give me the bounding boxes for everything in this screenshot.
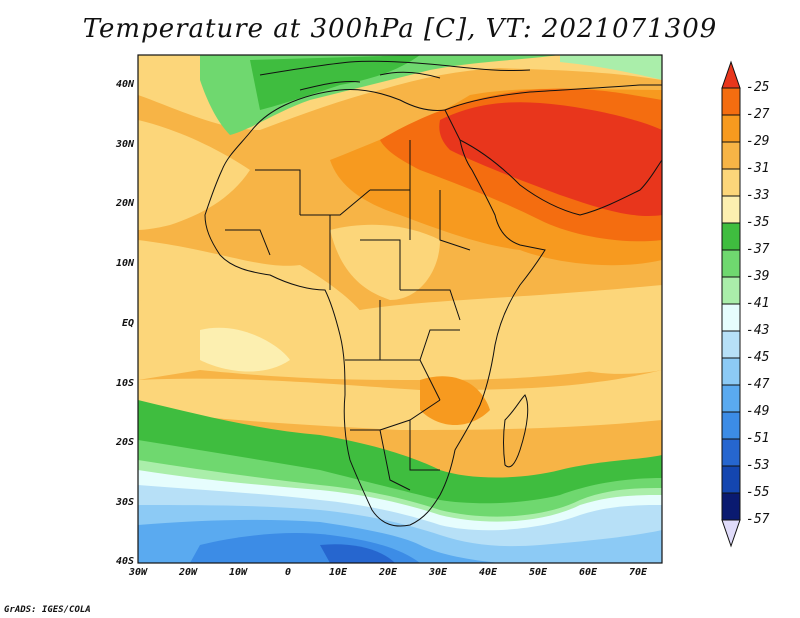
lon-label: 20W — [178, 567, 198, 578]
colorbar-swatch — [721, 114, 741, 143]
map-title: Temperature at 300hPa [C], VT: 202107130… — [82, 14, 718, 44]
colorbar-swatch — [721, 303, 741, 332]
lon-label: 20E — [378, 567, 398, 578]
colorbar-label: -45 — [746, 350, 770, 365]
colorbar-label: -55 — [746, 485, 770, 500]
temperature-field — [138, 55, 662, 563]
lon-label: 30W — [128, 567, 148, 578]
lon-label: 70E — [628, 567, 648, 578]
lat-label: 30S — [115, 497, 134, 508]
colorbar-swatch — [721, 276, 741, 305]
lon-label: 10W — [228, 567, 248, 578]
colorbar-swatch — [721, 465, 741, 494]
colorbar-label: -47 — [746, 377, 770, 392]
colorbar-label: -31 — [746, 161, 770, 176]
lon-label: 50E — [528, 567, 548, 578]
colorbar-label: -25 — [746, 80, 770, 95]
lat-label: 20N — [115, 198, 134, 209]
lon-label: 40E — [478, 567, 498, 578]
colorbar-swatch — [721, 492, 741, 521]
lat-label: 10N — [115, 258, 134, 269]
colorbar-label: -49 — [746, 404, 770, 419]
coastlines — [204, 60, 662, 527]
colorbar-swatch — [721, 411, 741, 440]
colorbar-swatch — [721, 357, 741, 386]
colorbar-top-arrow — [721, 60, 741, 89]
colorbar-label: -37 — [746, 242, 770, 257]
colorbar-bottom-arrow — [721, 519, 741, 548]
lat-label: 30N — [115, 139, 134, 150]
colorbar-label: -53 — [746, 458, 770, 473]
colorbar-swatch — [721, 222, 741, 251]
colorbar-label: -43 — [746, 323, 770, 338]
lon-label: 60E — [578, 567, 598, 578]
colorbar-label: -41 — [746, 296, 770, 311]
colorbar-swatch — [721, 87, 741, 116]
colorbar-swatch — [721, 249, 741, 278]
lat-label: 40S — [115, 556, 134, 567]
lon-label: 10E — [328, 567, 348, 578]
colorbar-swatch — [721, 141, 741, 170]
lon-label: 0 — [284, 567, 292, 578]
colorbar-swatch — [721, 384, 741, 413]
lat-label: 20S — [115, 437, 134, 448]
colorbar — [721, 60, 741, 548]
colorbar-label: -51 — [746, 431, 770, 446]
colorbar-label: -57 — [746, 512, 770, 527]
colorbar-swatch — [721, 168, 741, 197]
lat-label: EQ — [121, 318, 134, 329]
colorbar-swatch — [721, 438, 741, 467]
colorbar-label: -29 — [746, 134, 770, 149]
colorbar-label: -33 — [746, 188, 770, 203]
colorbar-swatch — [721, 330, 741, 359]
lat-label: 40N — [115, 79, 134, 90]
colorbar-label: -27 — [746, 107, 770, 122]
lat-label: 10S — [115, 378, 134, 389]
grads-credit: GrADS: IGES/COLA — [4, 605, 91, 615]
plot-frame — [137, 54, 663, 564]
colorbar-swatch — [721, 195, 741, 224]
lon-label: 30E — [428, 567, 448, 578]
colorbar-label: -39 — [746, 269, 770, 284]
colorbar-label: -35 — [746, 215, 770, 230]
